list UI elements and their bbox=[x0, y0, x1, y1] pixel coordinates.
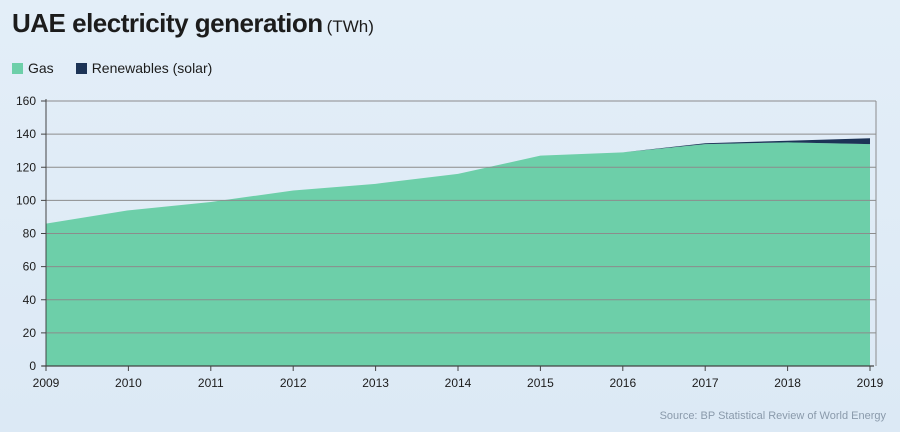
y-tick-label-140: 140 bbox=[16, 127, 36, 141]
source-note: Source: BP Statistical Review of World E… bbox=[659, 410, 886, 422]
x-tick-label-2012: 2012 bbox=[280, 376, 307, 390]
y-tick-label-20: 20 bbox=[23, 326, 37, 340]
x-tick-label-2017: 2017 bbox=[692, 376, 719, 390]
x-tick-label-2013: 2013 bbox=[362, 376, 389, 390]
x-tick-label-2019: 2019 bbox=[857, 376, 884, 390]
y-tick-label-80: 80 bbox=[23, 227, 37, 241]
legend-label-gas: Gas bbox=[28, 60, 54, 76]
x-tick-label-2016: 2016 bbox=[609, 376, 636, 390]
y-tick-label-160: 160 bbox=[16, 94, 36, 108]
x-tick-label-2011: 2011 bbox=[198, 376, 224, 390]
y-tick-label-40: 40 bbox=[23, 293, 37, 307]
legend-label-renewables: Renewables (solar) bbox=[91, 60, 213, 76]
y-tick-label-60: 60 bbox=[23, 260, 37, 274]
chart-title-row: UAE electricity generation (TWh) bbox=[12, 8, 374, 39]
x-tick-label-2010: 2010 bbox=[115, 376, 142, 390]
legend-swatch-renewables bbox=[75, 62, 87, 74]
y-tick-label-100: 100 bbox=[16, 193, 36, 207]
legend-item-renewables: Renewables (solar) bbox=[75, 60, 213, 76]
x-tick-label-2018: 2018 bbox=[774, 376, 801, 390]
x-tick-label-2009: 2009 bbox=[33, 376, 60, 390]
y-tick-label-120: 120 bbox=[16, 160, 36, 174]
chart-unit: (TWh) bbox=[326, 17, 374, 36]
legend-swatch-gas bbox=[12, 62, 23, 74]
y-tick-label-0: 0 bbox=[29, 359, 36, 373]
area-series-gas bbox=[46, 142, 870, 366]
legend: Gas Renewables (solar) bbox=[12, 60, 234, 76]
x-tick-label-2014: 2014 bbox=[445, 376, 472, 390]
legend-item-gas: Gas bbox=[12, 60, 54, 76]
chart-title: UAE electricity generation bbox=[12, 8, 323, 38]
x-tick-label-2015: 2015 bbox=[527, 376, 554, 390]
